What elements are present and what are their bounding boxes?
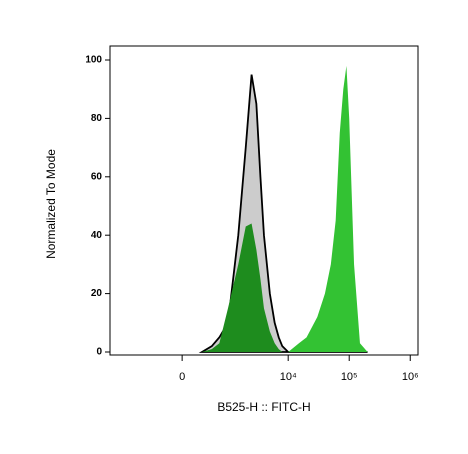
y-tick-label: 20 xyxy=(91,288,103,299)
y-axis-label: Normalized To Mode xyxy=(44,149,58,259)
y-tick-label: 0 xyxy=(96,347,102,358)
plot-frame xyxy=(109,45,419,356)
y-tick-label: 80 xyxy=(91,113,103,124)
y-tick-label: 40 xyxy=(91,230,103,241)
x-tick-label: 0 xyxy=(179,371,185,383)
x-tick-label: 10⁶ xyxy=(402,371,419,383)
histogram-area xyxy=(201,65,368,352)
x-tick-label: 10⁵ xyxy=(341,371,358,383)
x-tick-label: 10⁴ xyxy=(280,371,297,383)
y-tick-label: 100 xyxy=(85,55,102,66)
histogram-area xyxy=(201,223,368,352)
y-tick-label: 60 xyxy=(91,171,103,182)
x-axis-label: B525-H :: FITC-H xyxy=(217,400,310,414)
